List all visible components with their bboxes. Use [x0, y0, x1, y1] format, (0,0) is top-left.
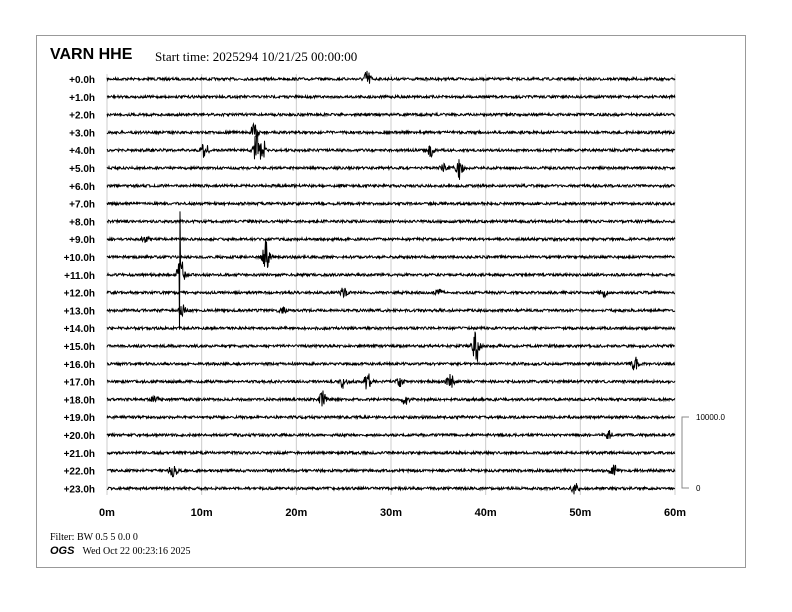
row-label: +6.0h [69, 182, 95, 193]
seismic-trace [106, 70, 676, 84]
row-label: +2.0h [69, 111, 95, 122]
seismic-trace [106, 449, 676, 457]
seismic-trace [107, 373, 676, 390]
seismic-trace [106, 159, 676, 180]
seismic-trace [106, 324, 676, 332]
filter-label: Filter: BW 0.5 5 0.0 0 [50, 532, 138, 543]
seismic-trace [106, 287, 675, 299]
row-label: +21.0h [64, 449, 95, 460]
x-tick-label: 10m [191, 507, 213, 519]
scale-bar [681, 416, 689, 489]
row-label: +7.0h [69, 200, 95, 211]
seismic-trace [106, 240, 676, 268]
row-label: +23.0h [64, 484, 95, 495]
seismic-trace [106, 93, 676, 101]
row-label: +0.0h [69, 75, 95, 86]
seismic-trace [106, 414, 676, 421]
start-time: Start time: 2025294 10/21/25 00:00:00 [155, 49, 358, 64]
row-label: +5.0h [69, 164, 95, 175]
x-tick-label: 50m [569, 507, 591, 519]
generated-timestamp: Wed Oct 22 00:23:16 2025 [82, 546, 191, 557]
agency-label: OGS [50, 545, 75, 557]
row-label: +13.0h [64, 306, 95, 317]
seismic-trace [106, 356, 676, 371]
seismic-trace [107, 464, 676, 478]
seismic-trace [106, 390, 676, 407]
footer-line: OGS Wed Oct 22 00:23:16 2025 [50, 545, 191, 557]
station-title: VARN HHE [50, 46, 133, 63]
row-label: +9.0h [69, 235, 95, 246]
row-label: +18.0h [64, 395, 95, 406]
row-label: +16.0h [64, 360, 95, 371]
scale-top-label: 10000.0 [696, 413, 725, 422]
seismic-trace [106, 331, 676, 362]
scale-bottom-label: 0 [696, 484, 701, 493]
row-label: +19.0h [64, 413, 95, 424]
row-label: +8.0h [69, 217, 95, 228]
row-label: +11.0h [64, 271, 95, 282]
row-label: +12.0h [64, 289, 95, 300]
x-tick-label: 30m [380, 507, 402, 519]
row-label: +15.0h [64, 342, 95, 353]
seismic-trace [106, 430, 676, 439]
plot-frame [36, 35, 746, 568]
row-label: +17.0h [64, 378, 95, 389]
row-label: +20.0h [64, 431, 95, 442]
row-label: +10.0h [64, 253, 95, 264]
row-label: +1.0h [69, 93, 95, 104]
seismic-trace [106, 304, 676, 318]
seismic-trace [106, 111, 676, 118]
seismic-trace [106, 128, 676, 160]
row-label: +22.0h [64, 467, 95, 478]
seismic-trace [106, 483, 676, 495]
x-tick-label: 40m [475, 507, 497, 519]
seismic-trace [106, 200, 676, 207]
x-tick-label: 20m [285, 507, 307, 519]
seismic-trace [106, 121, 676, 138]
x-tick-label: 60m [664, 507, 686, 519]
row-label: +14.0h [64, 324, 95, 335]
row-label: +3.0h [69, 128, 95, 139]
seismic-trace [106, 218, 676, 225]
seismic-trace [106, 182, 676, 190]
seismic-trace [106, 211, 676, 330]
seismic-trace [106, 235, 676, 243]
x-tick-label: 0m [99, 507, 115, 519]
row-label: +4.0h [69, 146, 95, 157]
